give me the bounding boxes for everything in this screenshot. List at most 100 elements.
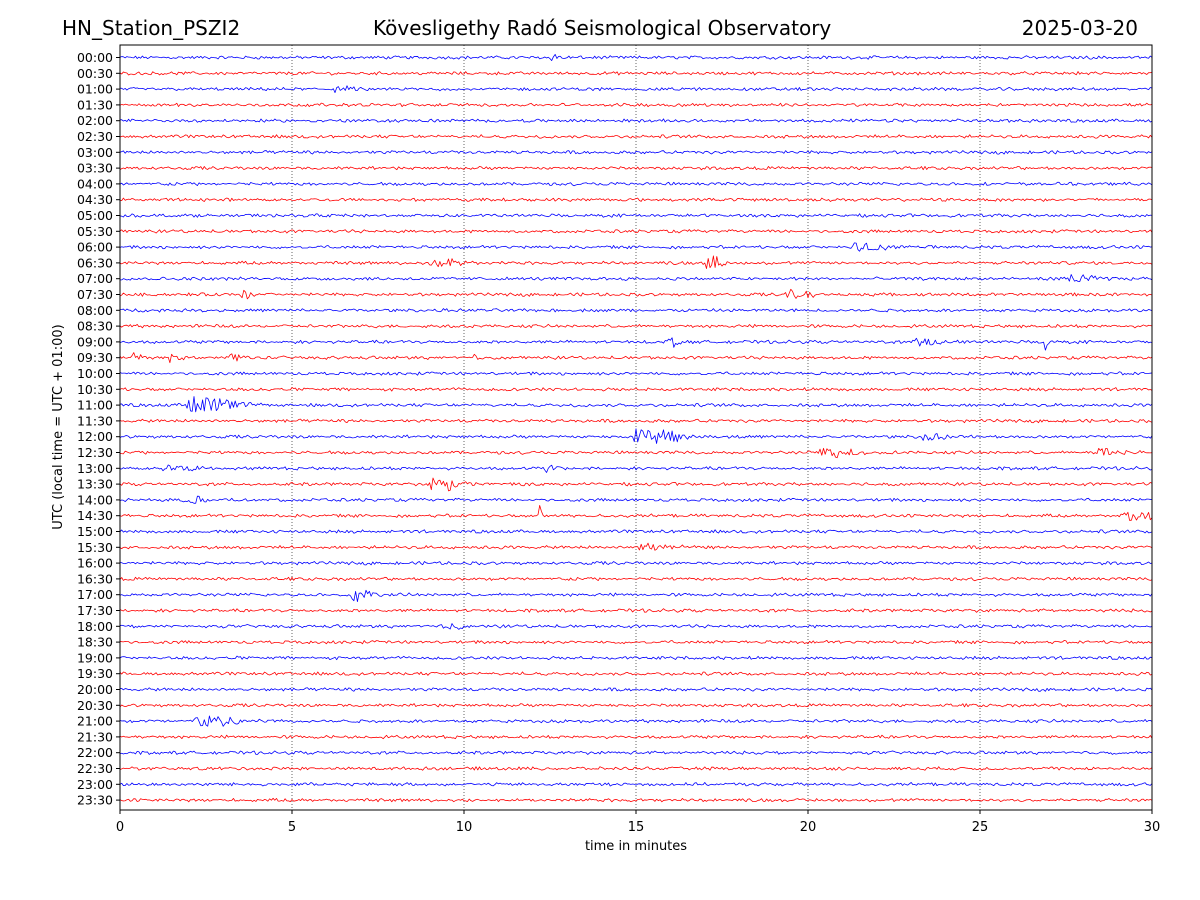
trace-0400 — [119, 181, 1153, 187]
trace-0230 — [119, 134, 1153, 139]
y-tick-label: 10:00 — [77, 366, 113, 381]
y-axis-ticks: 00:0000:3001:0001:3002:0002:3003:0003:30… — [77, 50, 120, 808]
trace-1400 — [119, 495, 1153, 504]
y-tick-label: 08:30 — [77, 319, 113, 334]
trace-0830 — [119, 323, 1153, 329]
trace-1100 — [119, 396, 1153, 413]
y-tick-label: 11:30 — [77, 413, 113, 428]
trace-1300 — [119, 464, 1153, 473]
x-axis-ticks: 0 5 10 15 20 25 30 — [116, 810, 1160, 835]
y-tick-label: 01:30 — [77, 97, 113, 112]
y-tick-label: 19:30 — [77, 666, 113, 681]
trace-2000 — [119, 687, 1153, 692]
trace-2230 — [119, 766, 1153, 771]
station-label: HN_Station_PSZI2 — [62, 16, 241, 40]
y-tick-label: 09:00 — [77, 334, 113, 349]
trace-0430 — [119, 197, 1153, 202]
trace-1000 — [119, 371, 1153, 376]
trace-0700 — [119, 274, 1153, 282]
y-tick-label: 22:00 — [77, 745, 113, 760]
trace-0800 — [119, 308, 1153, 313]
y-tick-label: 03:00 — [77, 145, 113, 160]
trace-2030 — [119, 703, 1153, 708]
trace-2200 — [119, 750, 1153, 755]
x-axis-label: time in minutes — [585, 839, 687, 854]
trace-0730 — [119, 288, 1153, 300]
trace-0530 — [119, 229, 1153, 234]
date-label: 2025-03-20 — [1021, 16, 1138, 40]
y-tick-label: 11:00 — [77, 398, 113, 413]
trace-0900 — [119, 337, 1153, 351]
y-tick-label: 19:00 — [77, 650, 113, 665]
trace-1930 — [119, 671, 1153, 676]
y-tick-label: 01:00 — [77, 82, 113, 97]
y-tick-label: 12:00 — [77, 429, 113, 444]
trace-0200 — [119, 118, 1153, 123]
y-tick-label: 03:30 — [77, 161, 113, 176]
y-tick-label: 23:30 — [77, 793, 113, 808]
y-tick-label: 04:30 — [77, 192, 113, 207]
y-tick-label: 23:00 — [77, 777, 113, 792]
y-tick-label: 00:30 — [77, 66, 113, 81]
x-tick-label: 30 — [1144, 820, 1161, 835]
y-tick-label: 16:30 — [77, 571, 113, 586]
y-tick-label: 13:30 — [77, 477, 113, 492]
trace-1900 — [119, 655, 1153, 661]
y-tick-label: 13:00 — [77, 461, 113, 476]
y-tick-label: 05:00 — [77, 208, 113, 223]
trace-0300 — [119, 150, 1153, 155]
trace-2130 — [119, 734, 1153, 740]
observatory-title: Kövesligethy Radó Seismological Observat… — [373, 16, 832, 40]
y-tick-label: 16:00 — [77, 556, 113, 571]
y-tick-label: 07:00 — [77, 271, 113, 286]
y-tick-label: 20:00 — [77, 682, 113, 697]
trace-0600 — [119, 242, 1153, 252]
y-tick-label: 22:30 — [77, 761, 113, 776]
trace-1230 — [119, 447, 1153, 459]
y-tick-label: 15:00 — [77, 524, 113, 539]
trace-1200 — [119, 428, 1153, 444]
y-axis-label: UTC (local time = UTC + 01:00) — [51, 324, 66, 529]
trace-1800 — [119, 623, 1153, 630]
y-tick-label: 09:30 — [77, 350, 113, 365]
y-tick-label: 18:00 — [77, 619, 113, 634]
trace-0630 — [119, 255, 1153, 269]
y-tick-label: 14:30 — [77, 508, 113, 523]
y-tick-label: 20:30 — [77, 698, 113, 713]
trace-1130 — [119, 418, 1153, 424]
trace-1430 — [119, 505, 1153, 521]
trace-1630 — [119, 576, 1153, 582]
y-tick-label: 08:00 — [77, 303, 113, 318]
trace-1030 — [119, 387, 1153, 392]
y-tick-label: 15:30 — [77, 540, 113, 555]
trace-2100 — [119, 715, 1153, 727]
trace-1600 — [119, 560, 1153, 566]
trace-0130 — [119, 102, 1153, 108]
trace-2300 — [119, 782, 1153, 787]
trace-1730 — [119, 608, 1153, 613]
y-tick-label: 06:30 — [77, 255, 113, 270]
y-tick-label: 05:30 — [77, 224, 113, 239]
x-tick-label: 5 — [288, 820, 296, 835]
trace-0100 — [119, 85, 1153, 94]
x-tick-label: 15 — [628, 820, 645, 835]
trace-0030 — [119, 71, 1153, 76]
y-tick-label: 07:30 — [77, 287, 113, 302]
trace-1500 — [119, 529, 1153, 534]
x-tick-label: 20 — [800, 820, 817, 835]
trace-1330 — [119, 477, 1153, 492]
trace-2330 — [119, 797, 1153, 803]
x-tick-label: 25 — [972, 820, 989, 835]
y-tick-label: 14:00 — [77, 492, 113, 507]
y-tick-label: 06:00 — [77, 240, 113, 255]
seismic-traces — [119, 54, 1153, 803]
y-tick-label: 18:30 — [77, 635, 113, 650]
y-tick-label: 21:30 — [77, 729, 113, 744]
y-tick-label: 00:00 — [77, 50, 113, 65]
trace-0000 — [119, 54, 1153, 61]
plot-background — [120, 45, 1152, 810]
trace-0330 — [119, 165, 1153, 171]
y-tick-label: 17:00 — [77, 587, 113, 602]
trace-1830 — [119, 639, 1153, 645]
